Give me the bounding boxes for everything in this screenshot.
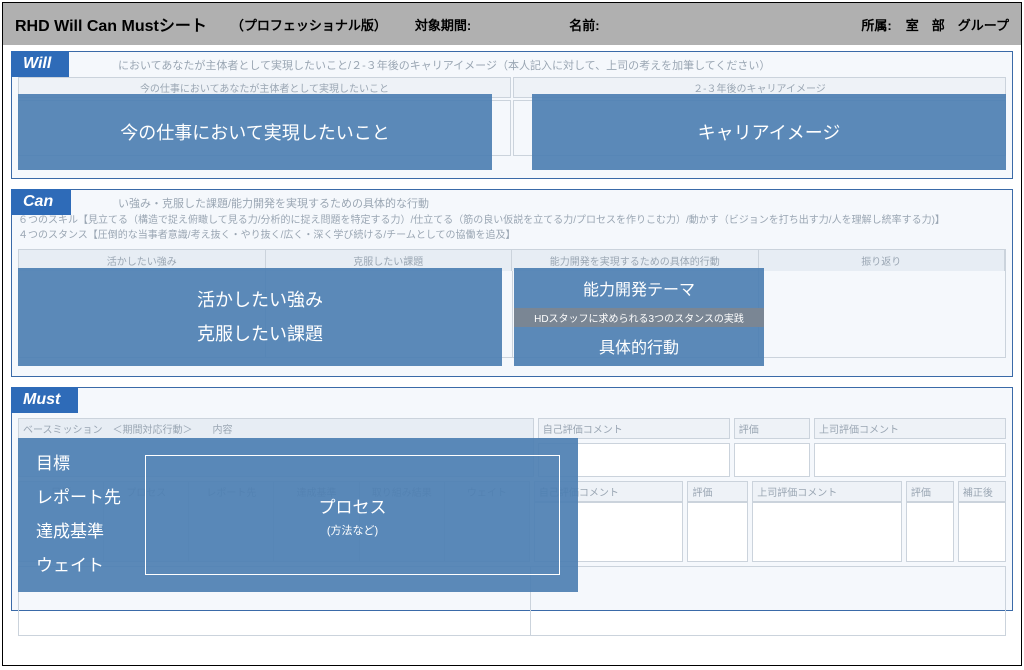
must-ghost-right-b1: 評価 (734, 418, 810, 439)
can-ghost-desc: い強み・克服した課題/能力開発を実現するための具体的な行動 (18, 196, 1006, 213)
must-list-0: 目標 (36, 447, 121, 481)
must-list-1: レポート先 (36, 481, 121, 515)
can-ghost-sub1: ６つのスキル【見立てる（構造で捉え俯瞰して見る力/分析的に捉え問題を特定する力）… (18, 213, 1006, 228)
must-ghost-right-a1: 自己評価コメント (538, 418, 730, 439)
worksheet-page: RHD Will Can Mustシート （プロフェッショナル版） 対象期間: … (2, 2, 1022, 666)
edition-label: （プロフェッショナル版） (231, 15, 387, 34)
must-ghost-right-c2: 上司評価コメント (752, 481, 902, 502)
can-section: Can い強み・克服した課題/能力開発を実現するための具体的な行動 ６つのスキル… (11, 189, 1013, 377)
will-tag: Will (11, 51, 69, 77)
header-bar: RHD Will Can Mustシート （プロフェッショナル版） 対象期間: … (3, 3, 1021, 45)
belong-label: 所属: (861, 15, 891, 34)
can-mid-strip: HDスタッフに求められる3つのスタンスの実践 (514, 308, 764, 327)
will-box-right: キャリアイメージ (532, 94, 1006, 170)
must-ghost-right-b2: 評価 (687, 481, 748, 502)
can-mid-bottom: 具体的行動 (514, 327, 764, 367)
will-ghost-desc: においてあなたが主体者として実現したいこと/２-３年後のキャリアイメージ（本人記… (18, 58, 1006, 75)
can-ghost-sub2: ４つのスタンス【圧倒的な当事者意識/考え抜く・やり抜く/広く・深く学び続ける/チ… (18, 228, 1006, 243)
must-ghost-right-e2: 補正後 (958, 481, 1006, 502)
must-list: 目標 レポート先 達成基準 ウェイト (36, 447, 121, 583)
must-ghost-right-d2: 評価 (906, 481, 954, 502)
can-tag: Can (11, 189, 71, 215)
must-ghost-right-c1: 上司評価コメント (814, 418, 1006, 439)
can-mid-top: 能力開発テーマ (514, 268, 764, 308)
can-box-mid: 能力開発テーマ HDスタッフに求められる3つのスタンスの実践 具体的行動 (514, 268, 764, 366)
must-overlay: 目標 レポート先 達成基準 ウェイト プロセス (方法など) (18, 438, 578, 592)
sheet-title: RHD Will Can Mustシート (15, 12, 207, 36)
can-left-line2: 克服したい課題 (197, 317, 323, 351)
must-list-2: 達成基準 (36, 515, 121, 549)
can-left-line1: 活かしたい強み (197, 283, 323, 317)
process-box: プロセス (方法など) (145, 455, 560, 575)
must-section: Must ベースミッション ＜期間対応行動＞ 内容 自己評価コメント 評価 上司… (11, 387, 1013, 611)
must-list-3: ウェイト (36, 549, 121, 583)
can-box-left: 活かしたい強み 克服したい課題 (18, 268, 502, 366)
will-section: Will においてあなたが主体者として実現したいこと/２-３年後のキャリアイメー… (11, 51, 1013, 179)
period-label: 対象期間: (415, 15, 471, 34)
process-sub: (方法など) (327, 522, 378, 538)
unit-labels: 室 部 グループ (906, 15, 1009, 34)
will-box-left: 今の仕事において実現したいこと (18, 94, 492, 170)
must-tag: Must (11, 387, 78, 413)
name-label: 名前: (569, 15, 599, 34)
process-main: プロセス (319, 493, 387, 518)
